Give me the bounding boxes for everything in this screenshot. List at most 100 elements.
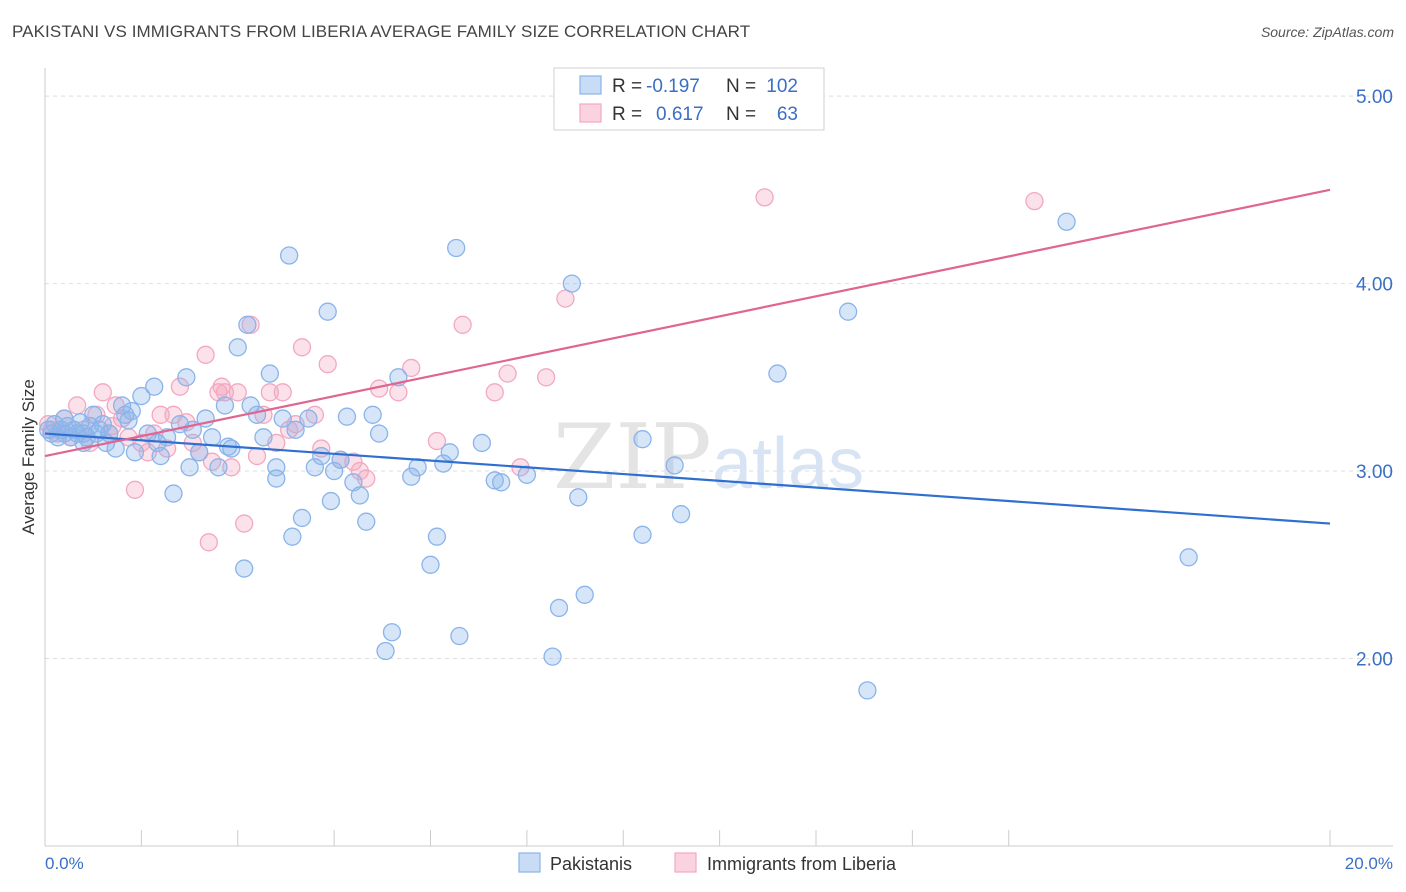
pakistani-point-101 <box>116 405 135 424</box>
watermark-zip: ZIP <box>553 405 712 510</box>
series-legend: Pakistanis Immigrants from Liberia <box>518 852 897 874</box>
legend-n-label-pakistanis: N = <box>726 76 756 97</box>
liberia-point-43 <box>292 338 312 357</box>
pakistani-point-36 <box>190 443 209 462</box>
liberia-point-16 <box>132 433 151 453</box>
chart-source: Source: ZipAtlas.com <box>1260 24 1394 40</box>
pakistani-point-54 <box>283 527 302 546</box>
legend-swatch-liberia <box>579 103 602 123</box>
pakistani-point-61 <box>321 491 341 511</box>
pakistani-point-77 <box>434 454 453 473</box>
pakistani-point-40 <box>215 396 235 415</box>
legend-n-value-liberia: 63 <box>777 104 798 125</box>
pakistani-point-58 <box>305 458 325 477</box>
y-tick-labels: 2.00 3.00 4.00 5.00 <box>1356 87 1393 670</box>
legend-n-value-pakistanis: 102 <box>766 76 798 97</box>
pakistani-point-90 <box>633 430 652 449</box>
pakistani-point-34 <box>180 458 199 477</box>
pakistani-point-82 <box>485 471 504 490</box>
legend-r-label-pakistanis: R = <box>612 76 642 97</box>
bottom-legend-swatch-pakistanis <box>518 852 541 873</box>
pakistani-point-74 <box>408 458 427 477</box>
legend-r-label-liberia: R = <box>612 104 642 125</box>
pakistani-point-67 <box>357 512 376 531</box>
liberia-trend-line <box>44 188 1331 458</box>
liberia-point-33 <box>228 383 247 402</box>
y-axis-label: Average Family Size <box>19 379 38 535</box>
chart-title: PAKISTANI VS IMMIGRANTS FROM LIBERIA AVE… <box>12 22 751 41</box>
liberia-point-61 <box>755 188 774 207</box>
bottom-legend-label-liberia: Immigrants from Liberia <box>707 854 897 874</box>
pakistani-point-64 <box>337 407 357 426</box>
pakistani-point-98 <box>1179 548 1198 567</box>
legend-swatch-pakistanis <box>579 75 602 95</box>
x-tick-max-label: 20.0% <box>1345 854 1393 873</box>
pakistani-point-88 <box>569 488 588 507</box>
liberia-point-57 <box>498 364 517 383</box>
pakistani-point-29 <box>151 446 170 466</box>
pakistani-point-44 <box>235 559 254 578</box>
legend-r-value-pakistanis: -0.197 <box>646 76 700 97</box>
pakistani-point-70 <box>376 641 395 661</box>
pakistani-point-25 <box>132 386 151 406</box>
pakistani-point-84 <box>517 465 537 484</box>
pakistani-point-66 <box>350 486 369 505</box>
pakistani-trend-line <box>44 432 1331 525</box>
liberia-point-34 <box>235 514 254 533</box>
pakistani-point-38 <box>202 428 222 447</box>
y-tick-label-4.00: 4.00 <box>1356 275 1393 296</box>
liberia-point-26 <box>196 345 215 364</box>
pakistani-point-49 <box>260 364 280 383</box>
liberia-point-19 <box>151 405 170 424</box>
pakistani-point-31 <box>164 484 183 503</box>
y-tick-label-3.00: 3.00 <box>1356 462 1393 483</box>
pakistani-point-80 <box>450 626 469 646</box>
pakistani-point-95 <box>838 302 858 321</box>
liberia-point-15 <box>125 480 145 499</box>
bottom-legend-swatch-liberia <box>674 852 697 873</box>
liberia-point-55 <box>453 315 472 334</box>
pakistani-point-96 <box>858 681 877 700</box>
liberia-point-54 <box>427 431 447 451</box>
pakistani-point-62 <box>324 461 344 481</box>
pakistani-point-87 <box>562 274 581 293</box>
liberia-point-27 <box>199 533 218 552</box>
pakistani-point-60 <box>318 302 337 321</box>
pakistani-point-57 <box>299 409 318 428</box>
liberia-point-36 <box>247 446 267 466</box>
legend-n-label-liberia: N = <box>726 104 756 125</box>
pakistani-point-93 <box>671 505 691 524</box>
trend-lines <box>44 188 1331 525</box>
liberia-point-38 <box>260 383 280 402</box>
pakistani-point-78 <box>440 443 459 462</box>
liberia-point-22 <box>170 377 190 396</box>
pakistani-point-55 <box>286 420 305 439</box>
bottom-legend-label-pakistanis: Pakistanis <box>550 854 632 874</box>
pakistani-point-51 <box>267 458 286 477</box>
pakistani-point-73 <box>402 467 421 486</box>
pakistani-point-91 <box>633 525 652 544</box>
y-tick-label-5.00: 5.00 <box>1356 87 1393 108</box>
liberia-point-30 <box>212 377 231 396</box>
pakistani-point-94 <box>768 364 787 383</box>
pakistani-point-89 <box>575 585 594 604</box>
pakistani-point-75 <box>421 555 440 574</box>
x-tick-min-label: 0.0% <box>45 854 84 873</box>
pakistani-point-92 <box>665 456 684 475</box>
pakistani-point-81 <box>472 433 492 453</box>
pakistani-point-42 <box>222 439 241 458</box>
watermark-atlas: atlas <box>712 424 864 504</box>
pakistani-point-68 <box>363 405 382 424</box>
pakistani-point-52 <box>273 409 292 428</box>
liberia-point-40 <box>273 383 292 402</box>
pakistani-point-39 <box>209 458 228 477</box>
pakistani-point-99 <box>55 409 74 428</box>
pakistani-point-24 <box>125 443 145 462</box>
grid-lines <box>45 95 1393 660</box>
pakistani-point-48 <box>254 428 273 447</box>
pakistani-point-53 <box>279 246 299 265</box>
legend-r-value-liberia: 0.617 <box>656 104 704 125</box>
pakistani-point-83 <box>492 473 511 492</box>
pakistani-point-20 <box>106 439 125 458</box>
liberia-point-5 <box>67 396 87 415</box>
